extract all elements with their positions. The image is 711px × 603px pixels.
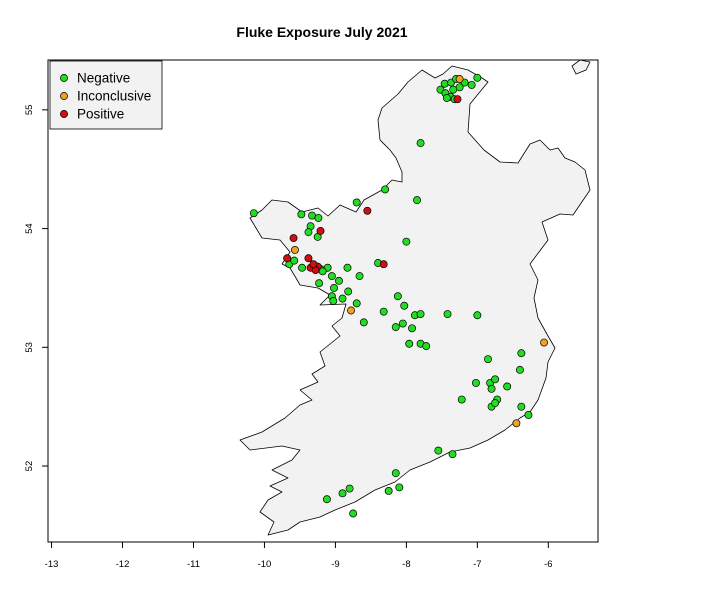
point-inconclusive [540, 338, 549, 347]
point-negative [330, 283, 338, 292]
point-positive [289, 234, 298, 243]
point-negative [449, 85, 458, 94]
point-negative [329, 297, 338, 305]
y-tick-label: 53 [24, 342, 35, 353]
point-negative [298, 263, 307, 272]
ireland-landmass [239, 65, 591, 536]
chart-title: Fluke Exposure July 2021 [236, 24, 407, 40]
point-inconclusive [512, 419, 521, 428]
rathlin-island [571, 59, 591, 75]
x-tick-label: -12 [116, 559, 130, 570]
data-points [249, 73, 549, 518]
point-negative [393, 292, 402, 301]
legend-box [49, 60, 163, 130]
point-negative [343, 263, 352, 272]
point-negative [434, 446, 443, 455]
point-positive [316, 227, 325, 235]
point-positive [283, 254, 292, 263]
y-tick-label: 55 [24, 105, 35, 116]
x-tick-label: -10 [258, 559, 272, 570]
point-inconclusive [291, 246, 299, 254]
point-negative [517, 402, 526, 411]
point-inconclusive [455, 75, 464, 83]
point-negative [349, 509, 358, 518]
legend: Negative Inconclusive Positive [49, 60, 163, 130]
point-negative [503, 382, 512, 391]
point-negative [440, 79, 449, 88]
point-negative [359, 318, 368, 327]
point-negative [297, 210, 306, 219]
point-negative [402, 237, 411, 246]
x-tick-label: -13 [45, 559, 59, 570]
y-axis: 52 53 54 55 [24, 105, 49, 472]
point-negative [338, 489, 347, 498]
point-negative [322, 495, 331, 504]
point-negative [395, 483, 404, 492]
point-negative [457, 395, 466, 404]
point-negative [416, 310, 425, 319]
point-negative [379, 307, 388, 316]
point-negative [448, 450, 457, 459]
x-tick-label: -7 [473, 559, 481, 570]
point-inconclusive [347, 306, 355, 315]
y-tick-label: 52 [24, 461, 35, 472]
point-negative [352, 299, 361, 308]
point-negative [249, 209, 258, 218]
point-negative [524, 411, 533, 419]
legend-label-negative: Negative [77, 71, 130, 86]
x-axis: -13 -12 -11 -10 -9 -8 -7 -6 [45, 541, 553, 570]
x-tick-label: -9 [331, 559, 339, 570]
legend-label-positive: Positive [77, 107, 124, 122]
point-negative [338, 294, 347, 303]
x-tick-label: -6 [544, 559, 552, 570]
point-negative [345, 484, 354, 493]
point-positive [304, 254, 313, 263]
point-negative [491, 399, 500, 408]
point-negative [408, 324, 417, 333]
point-negative [416, 139, 425, 148]
legend-marker-inconclusive [60, 92, 68, 100]
point-positive [453, 95, 462, 104]
legend-marker-negative [60, 74, 68, 82]
legend-label-inconclusive: Inconclusive [77, 89, 151, 104]
point-negative [413, 196, 421, 205]
point-negative [473, 73, 482, 82]
x-tick-label: -11 [187, 559, 200, 570]
point-negative [442, 94, 451, 102]
point-negative [405, 339, 414, 348]
point-negative [315, 279, 324, 288]
y-tick-label: 54 [24, 223, 35, 234]
point-negative [344, 287, 353, 296]
point-negative [335, 276, 343, 285]
point-negative [473, 311, 482, 320]
point-negative [352, 198, 361, 207]
point-negative [391, 323, 400, 332]
point-negative [304, 228, 313, 237]
point-negative [487, 384, 496, 393]
point-positive [379, 260, 388, 269]
point-negative [381, 185, 390, 194]
point-negative [314, 213, 323, 222]
point-negative [443, 310, 452, 319]
point-negative [384, 487, 393, 495]
point-negative [290, 256, 299, 265]
x-tick-label: -8 [402, 559, 410, 570]
point-negative [398, 319, 407, 328]
legend-marker-positive [60, 110, 68, 118]
point-negative [355, 272, 364, 281]
point-negative [400, 301, 409, 310]
point-negative [517, 349, 526, 358]
point-negative [491, 375, 500, 384]
point-negative [515, 365, 524, 374]
point-positive [363, 206, 372, 215]
point-negative [327, 272, 336, 281]
point-negative [471, 378, 480, 387]
point-negative [467, 80, 476, 89]
point-negative [391, 469, 400, 478]
point-negative [484, 355, 492, 364]
point-negative [422, 342, 431, 351]
point-positive [309, 260, 318, 269]
